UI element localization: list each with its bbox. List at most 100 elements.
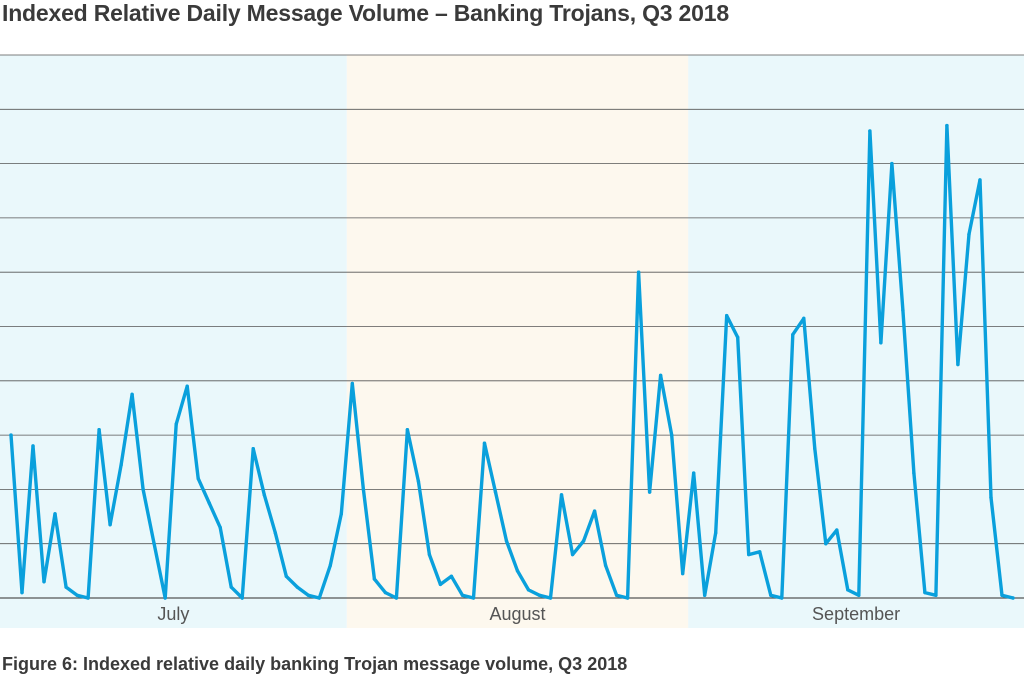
data-point xyxy=(240,596,244,600)
data-point xyxy=(967,232,971,236)
data-point xyxy=(714,531,718,535)
data-point xyxy=(614,593,619,597)
data-point xyxy=(460,593,465,597)
data-point xyxy=(207,501,211,505)
line-chart: July August September xyxy=(0,54,1024,628)
data-point xyxy=(317,596,322,600)
data-point xyxy=(989,495,993,500)
gridlines xyxy=(0,54,1024,545)
data-point xyxy=(901,308,905,312)
data-point xyxy=(328,563,333,568)
data-point xyxy=(526,588,531,592)
data-point xyxy=(1000,593,1004,597)
data-point xyxy=(912,471,916,475)
data-point xyxy=(141,487,145,492)
data-point xyxy=(1011,596,1015,600)
data-point xyxy=(736,335,740,340)
band-september xyxy=(688,55,1024,628)
data-point xyxy=(20,590,24,595)
data-point xyxy=(846,588,850,592)
data-point xyxy=(350,381,355,386)
data-point xyxy=(923,590,927,595)
data-point xyxy=(636,270,641,274)
data-point xyxy=(934,593,938,597)
data-point xyxy=(559,493,564,497)
data-point xyxy=(31,444,35,448)
data-point xyxy=(548,596,553,600)
data-point xyxy=(747,552,751,557)
data-point xyxy=(537,593,542,597)
data-point xyxy=(813,446,817,451)
data-point xyxy=(691,471,696,475)
data-point xyxy=(780,596,784,600)
data-point xyxy=(97,427,101,432)
data-point xyxy=(835,528,839,532)
data-point xyxy=(75,593,79,597)
data-point xyxy=(890,161,894,166)
data-point xyxy=(515,569,520,573)
data-point xyxy=(372,577,377,581)
data-point xyxy=(482,441,487,445)
month-bands xyxy=(0,55,1024,628)
data-point xyxy=(262,493,266,497)
data-point xyxy=(306,593,310,597)
data-point xyxy=(361,487,366,492)
data-point xyxy=(174,422,178,426)
data-point xyxy=(108,522,112,527)
data-point xyxy=(702,593,707,597)
data-point xyxy=(945,123,949,128)
data-point xyxy=(493,490,498,494)
data-point xyxy=(725,313,729,318)
data-point xyxy=(119,463,123,467)
data-point xyxy=(978,178,982,182)
data-point xyxy=(471,596,476,600)
data-point xyxy=(504,539,509,543)
data-point xyxy=(185,384,189,388)
data-point xyxy=(251,446,255,451)
month-label-september: September xyxy=(812,604,900,624)
data-point xyxy=(394,596,399,600)
data-point xyxy=(9,433,13,437)
data-point xyxy=(42,580,46,584)
data-point xyxy=(86,596,90,600)
data-point xyxy=(956,362,960,367)
data-point xyxy=(218,525,222,530)
data-point xyxy=(791,332,795,337)
data-point xyxy=(438,582,443,587)
data-point xyxy=(625,596,630,600)
data-point xyxy=(824,542,828,546)
data-point xyxy=(879,341,883,345)
data-point xyxy=(680,571,685,576)
data-point xyxy=(647,490,652,494)
data-point xyxy=(449,574,454,578)
figure-caption: Figure 6: Indexed relative daily banking… xyxy=(2,654,628,674)
data-point xyxy=(658,373,663,378)
data-point xyxy=(857,593,861,597)
data-point xyxy=(295,585,299,589)
data-point xyxy=(64,585,68,589)
data-point xyxy=(405,427,410,432)
data-point xyxy=(581,539,586,543)
chart-title: Indexed Relative Daily Message Volume – … xyxy=(2,0,729,26)
data-point xyxy=(603,563,608,568)
data-points xyxy=(9,123,1015,600)
data-point xyxy=(416,479,421,483)
data-point xyxy=(339,512,344,516)
data-point xyxy=(802,316,806,321)
data-point xyxy=(570,552,575,557)
series-line-banking-trojans xyxy=(9,123,1015,600)
data-point xyxy=(769,593,773,597)
data-point xyxy=(284,574,288,578)
data-point xyxy=(868,129,872,133)
data-point xyxy=(592,509,597,513)
data-point xyxy=(163,596,167,600)
data-point xyxy=(196,476,200,481)
data-point xyxy=(229,585,233,589)
data-point xyxy=(427,552,432,557)
data-point xyxy=(383,590,388,595)
data-point xyxy=(758,550,762,554)
data-point xyxy=(130,392,134,397)
data-point xyxy=(53,512,57,516)
data-point xyxy=(669,433,674,437)
data-point xyxy=(273,531,277,535)
